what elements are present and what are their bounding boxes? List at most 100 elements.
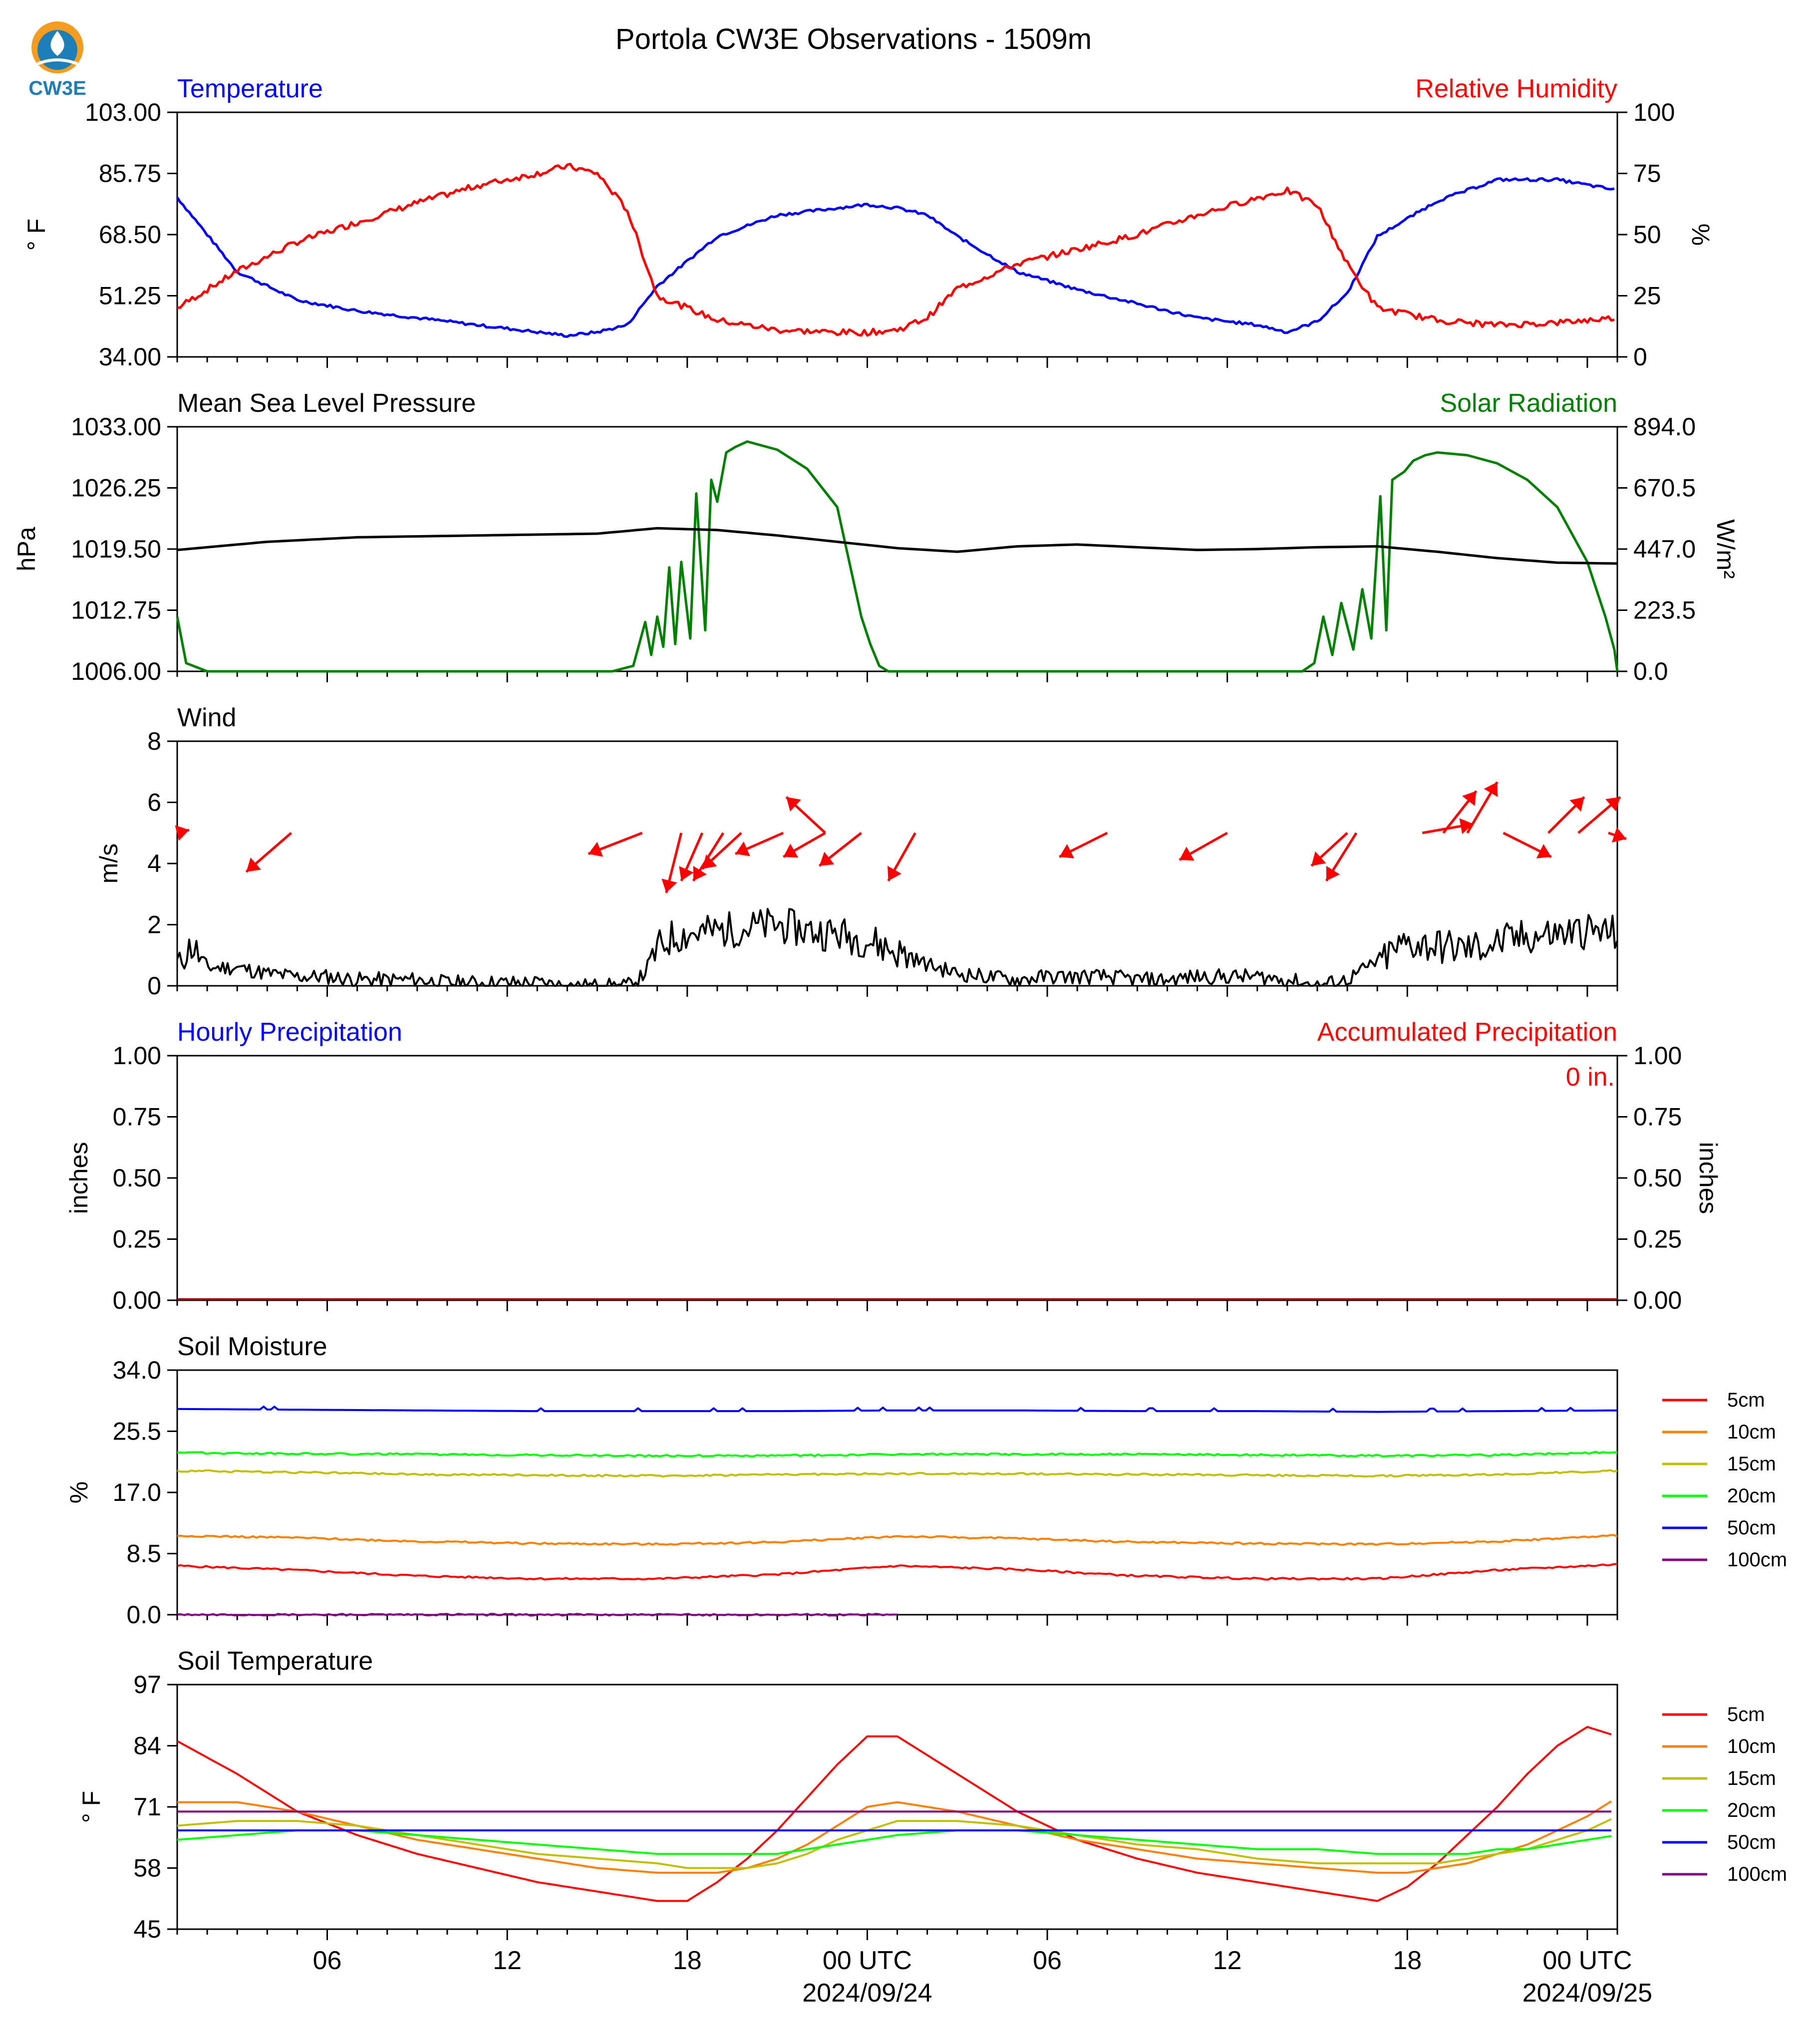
wind-arrow-head <box>887 866 902 881</box>
y-tick-label: 1.00 <box>113 1042 161 1070</box>
legend-label: 50cm <box>1727 1831 1776 1853</box>
wind-arrow-head <box>588 842 604 857</box>
logo-drop-icon <box>50 31 64 56</box>
y-tick-label: 45 <box>133 1915 161 1943</box>
y-tick-label: 34.00 <box>99 343 161 371</box>
y-tick-label-right: 0.00 <box>1633 1286 1682 1314</box>
left-panel-title: Wind <box>177 703 236 732</box>
soil-temperature-10cm-line <box>177 1800 1612 1874</box>
y-axis-label: hPa <box>12 527 40 571</box>
legend-label: 20cm <box>1727 1485 1776 1507</box>
y-tick-label-right: 0.75 <box>1633 1103 1682 1131</box>
y-tick-label: 97 <box>133 1671 161 1699</box>
y-tick-label: 1033.00 <box>71 413 161 441</box>
y-axis-label: % <box>65 1481 93 1503</box>
y-tick-label-right: 0.0 <box>1633 657 1668 685</box>
y-tick-label: 2 <box>147 911 161 939</box>
y-tick-label: 51.25 <box>99 282 161 310</box>
panel-pressure_solar: Mean Sea Level Pressure Solar Radiation 10… <box>12 389 1740 685</box>
x-tick-label: 18 <box>673 1946 702 1975</box>
y-tick-label: 1006.00 <box>71 657 161 685</box>
y-tick-label: 84 <box>133 1732 161 1760</box>
panel-soil_moisture: Soil Moisture 34.0 25.5 17.0 8.5 0.0% 5cm 10cm 1… <box>65 1332 1787 1629</box>
y-tick-label: 0.00 <box>113 1286 161 1314</box>
y-tick-label-right: 0 <box>1633 343 1647 371</box>
legend-label: 5cm <box>1727 1704 1765 1726</box>
y-tick-label-right: 25 <box>1633 282 1661 310</box>
y-axis-label: ° F <box>77 1791 105 1823</box>
wind-arrow-head <box>1605 797 1620 812</box>
logo-text: CW3E <box>28 77 86 99</box>
y-tick-label-right: 100 <box>1633 98 1675 126</box>
wind-arrow-head <box>783 844 799 858</box>
wind-arrow-head <box>175 825 189 841</box>
figure-title: Portola CW3E Observations - 1509m <box>615 23 1092 55</box>
soil-moisture-5cm-line <box>177 1563 1618 1581</box>
legend-label: 50cm <box>1727 1517 1776 1539</box>
x-tick-label: 12 <box>1213 1946 1242 1975</box>
left-panel-title: Hourly Precipitation <box>177 1018 402 1047</box>
soil-moisture-100cm-line <box>177 1613 898 1617</box>
y-tick-label-right: 50 <box>1633 221 1661 249</box>
wind-arrow-head <box>1569 797 1584 812</box>
cw3e-logo: CW3E <box>28 21 86 99</box>
wind-arrow-head <box>1179 847 1195 861</box>
relative-humidity-line <box>177 163 1615 337</box>
y-tick-label-right: 75 <box>1633 160 1661 188</box>
x-tick-label: 18 <box>1393 1946 1422 1975</box>
y-tick-label: 0.25 <box>113 1225 161 1253</box>
legend-label: 15cm <box>1727 1767 1776 1789</box>
precip-total-annotation: 0 in. <box>1566 1063 1615 1092</box>
solar-radiation-line <box>176 440 1619 673</box>
y-tick-label-right: 447.0 <box>1633 535 1696 563</box>
x-tick-date-label: 2024/09/24 <box>802 1979 932 2008</box>
y-axis-label-right: % <box>1687 224 1715 246</box>
y-tick-label: 8.5 <box>126 1540 161 1568</box>
panel-temp_rh: Temperature Relative Humidity 103.00 85.75 6… <box>22 74 1715 371</box>
soil-temperature-20cm-line <box>177 1829 1612 1855</box>
y-axis-label: ° F <box>22 219 50 251</box>
pressure-line <box>177 527 1618 565</box>
left-panel-title: Temperature <box>177 74 323 103</box>
y-tick-label-right: 894.0 <box>1633 413 1696 441</box>
soil-moisture-50cm-line <box>177 1406 1617 1413</box>
y-tick-label: 17.0 <box>113 1478 161 1506</box>
wind-arrow-head <box>1311 851 1326 866</box>
y-tick-label: 0.75 <box>113 1103 161 1131</box>
y-axis-label: inches <box>65 1142 93 1214</box>
panel-frame <box>176 1684 1618 1930</box>
y-tick-label: 6 <box>147 789 161 817</box>
legend-label: 10cm <box>1727 1736 1776 1757</box>
y-tick-label: 0 <box>147 972 161 1000</box>
wind-arrow-head <box>679 866 694 881</box>
soil-temperature-15cm-line <box>177 1818 1612 1869</box>
x-tick-label: 06 <box>1033 1946 1062 1975</box>
y-tick-label: 25.5 <box>113 1418 161 1446</box>
left-panel-title: Soil Moisture <box>177 1332 327 1361</box>
wind-arrow-head <box>693 866 707 881</box>
legend-label: 100cm <box>1727 1549 1787 1571</box>
y-tick-label-right: 0.25 <box>1633 1225 1682 1253</box>
panel-frame <box>176 111 1618 358</box>
x-tick-label: 12 <box>493 1946 522 1975</box>
y-tick-label: 71 <box>133 1793 161 1821</box>
y-tick-label: 0.50 <box>113 1164 161 1192</box>
x-tick-label: 00 UTC <box>1542 1946 1632 1975</box>
wind-arrow-head <box>1459 818 1474 834</box>
left-panel-title: Soil Temperature <box>177 1647 373 1676</box>
y-tick-label: 58 <box>133 1854 161 1882</box>
y-tick-label: 8 <box>147 727 161 755</box>
wind-speed-line <box>176 908 1618 987</box>
wind-arrow-head <box>246 858 262 872</box>
panel-precip: Hourly Precipitation Accumulated Precipit… <box>65 1018 1722 1314</box>
wind-arrow-head <box>1059 844 1075 859</box>
wind-arrow-head <box>735 841 750 857</box>
wind-arrow-head <box>1326 866 1340 881</box>
soil-temperature-5cm-line <box>177 1726 1612 1902</box>
y-tick-label-right: 0.50 <box>1633 1164 1682 1192</box>
y-tick-label: 103.00 <box>85 98 161 126</box>
legend-label: 15cm <box>1727 1453 1776 1475</box>
legend-label: 100cm <box>1727 1863 1787 1885</box>
right-panel-title: Relative Humidity <box>1415 74 1617 103</box>
